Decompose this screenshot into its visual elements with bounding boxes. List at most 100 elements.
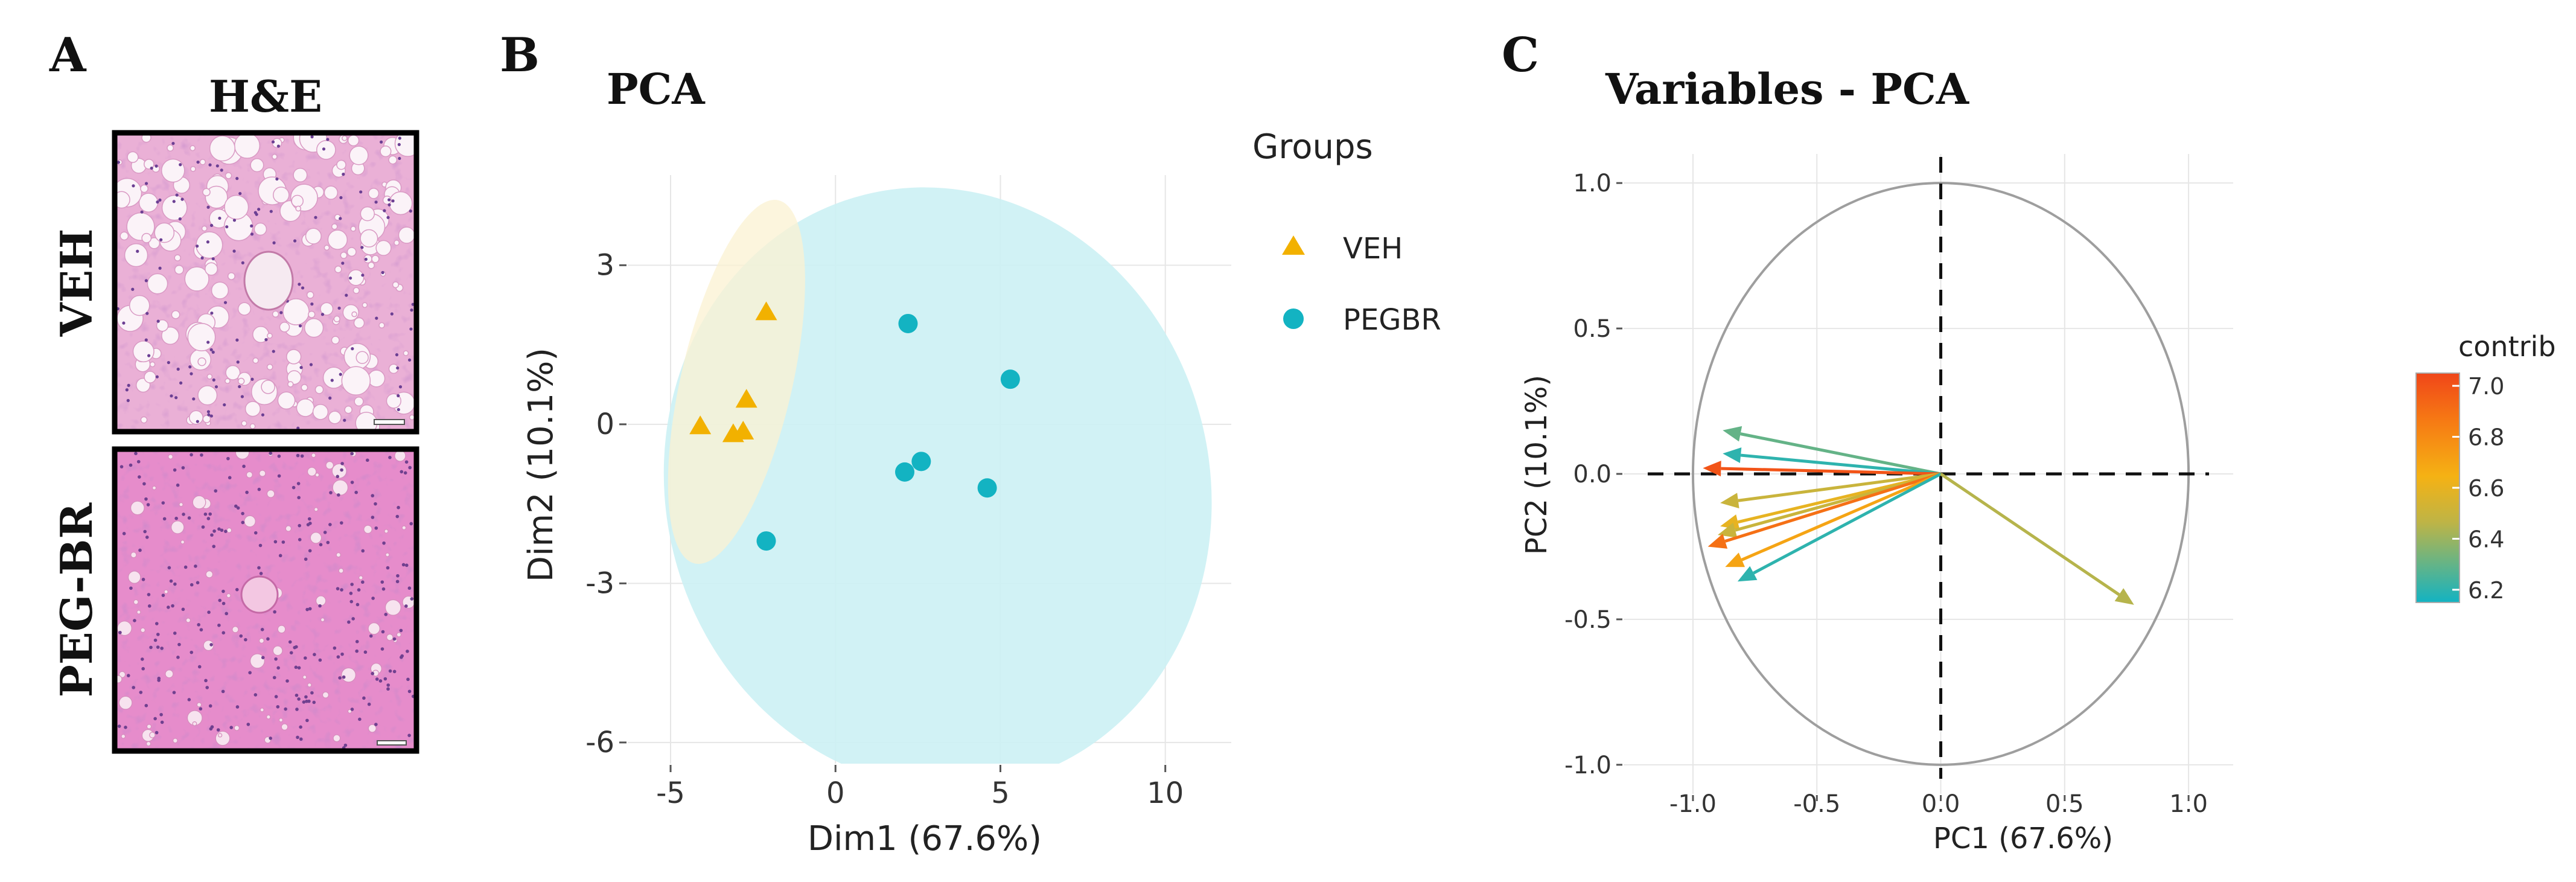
vacuole xyxy=(253,222,267,236)
vacuole xyxy=(389,191,413,216)
nucleus xyxy=(303,656,307,660)
nucleus xyxy=(361,549,365,553)
x-tick-label: 0 xyxy=(826,776,845,810)
nucleus xyxy=(149,645,153,650)
x-tick-label: 1.0 xyxy=(2169,790,2208,818)
nucleus xyxy=(399,628,403,633)
nucleus xyxy=(176,367,180,371)
nucleus xyxy=(235,177,239,181)
nucleus xyxy=(398,156,401,161)
vacuole xyxy=(174,264,184,275)
micrograph-veh xyxy=(115,133,416,432)
vacuole xyxy=(205,262,218,276)
vacuole xyxy=(291,194,304,208)
nucleus xyxy=(387,198,391,202)
nucleus xyxy=(209,223,214,228)
panel-c-letter: C xyxy=(1502,28,1539,83)
nucleus xyxy=(225,225,229,229)
vacuole xyxy=(148,237,161,249)
nucleus xyxy=(179,381,183,385)
nucleus xyxy=(143,529,147,534)
nucleus xyxy=(276,666,280,670)
nucleus xyxy=(386,687,390,691)
nucleus xyxy=(260,628,264,631)
nucleus xyxy=(179,163,182,167)
vacuole xyxy=(355,351,369,364)
vacuole xyxy=(272,645,283,656)
vacuole xyxy=(190,145,196,152)
nucleus xyxy=(170,394,173,398)
nucleus xyxy=(351,617,355,621)
vacuole xyxy=(121,733,126,739)
nucleus xyxy=(144,338,148,342)
nucleus xyxy=(404,460,409,464)
nucleus xyxy=(212,545,216,548)
vacuole xyxy=(261,380,275,394)
vacuole xyxy=(327,229,348,250)
nucleus xyxy=(211,257,215,261)
variable-arrows xyxy=(1703,426,2134,605)
nucleus xyxy=(253,211,257,214)
vacuole xyxy=(301,384,308,391)
nucleus xyxy=(169,579,173,583)
nucleus xyxy=(343,743,348,747)
vacuole xyxy=(348,269,365,286)
vacuole xyxy=(368,724,377,733)
vacuole xyxy=(296,398,315,417)
variable-arrow-v3 xyxy=(1703,461,1941,477)
vacuole xyxy=(384,529,389,534)
vacuole xyxy=(351,311,357,318)
point-veh xyxy=(689,415,712,435)
nucleus xyxy=(190,453,193,457)
nucleus xyxy=(328,523,332,526)
nucleus xyxy=(406,677,410,682)
vacuole xyxy=(226,527,232,533)
nucleus xyxy=(383,677,387,681)
vacuole xyxy=(197,357,206,366)
vacuole xyxy=(130,500,145,516)
vacuole xyxy=(149,361,156,368)
vacuole xyxy=(154,222,175,243)
nucleus xyxy=(176,656,180,659)
nucleus xyxy=(122,532,126,535)
nucleus xyxy=(190,372,193,375)
nucleus xyxy=(239,634,243,638)
nucleus xyxy=(232,249,236,253)
vacuole xyxy=(333,315,340,322)
nucleus xyxy=(248,671,252,675)
nucleus xyxy=(200,453,203,457)
vacuole xyxy=(174,254,182,261)
nucleus xyxy=(122,321,126,325)
vacuole xyxy=(396,632,401,638)
nucleus xyxy=(313,653,316,656)
nucleus xyxy=(206,205,210,209)
nucleus xyxy=(214,385,218,389)
nucleus xyxy=(142,482,146,486)
nucleus xyxy=(350,708,354,711)
nucleus xyxy=(208,512,212,516)
nucleus xyxy=(175,193,179,197)
nucleus xyxy=(153,717,157,721)
vacuole xyxy=(217,733,223,738)
panel-b-pca: B PCA -5 0 5 10 -6 -3 0 3 Dim1 (67.6%) Dim2 (10… xyxy=(500,28,1441,858)
legend-label: PEGBR xyxy=(1343,303,1441,337)
point-veh xyxy=(735,389,757,408)
nucleus xyxy=(395,353,399,357)
variable-arrow-v10 xyxy=(1940,472,2134,605)
nucleus xyxy=(314,216,317,219)
vacuole xyxy=(232,626,239,633)
vacuole xyxy=(316,139,336,160)
nucleus xyxy=(144,279,148,283)
vacuole xyxy=(244,515,256,528)
nucleus xyxy=(361,580,365,584)
nucleus xyxy=(300,454,304,458)
data-points xyxy=(689,301,1020,551)
nucleus xyxy=(192,397,196,401)
vacuole xyxy=(401,525,407,531)
nucleus xyxy=(298,523,301,528)
nucleus xyxy=(403,471,407,475)
vacuole xyxy=(226,593,231,598)
vacuole xyxy=(249,653,265,669)
nucleus xyxy=(196,160,200,164)
vacuole xyxy=(138,193,159,213)
